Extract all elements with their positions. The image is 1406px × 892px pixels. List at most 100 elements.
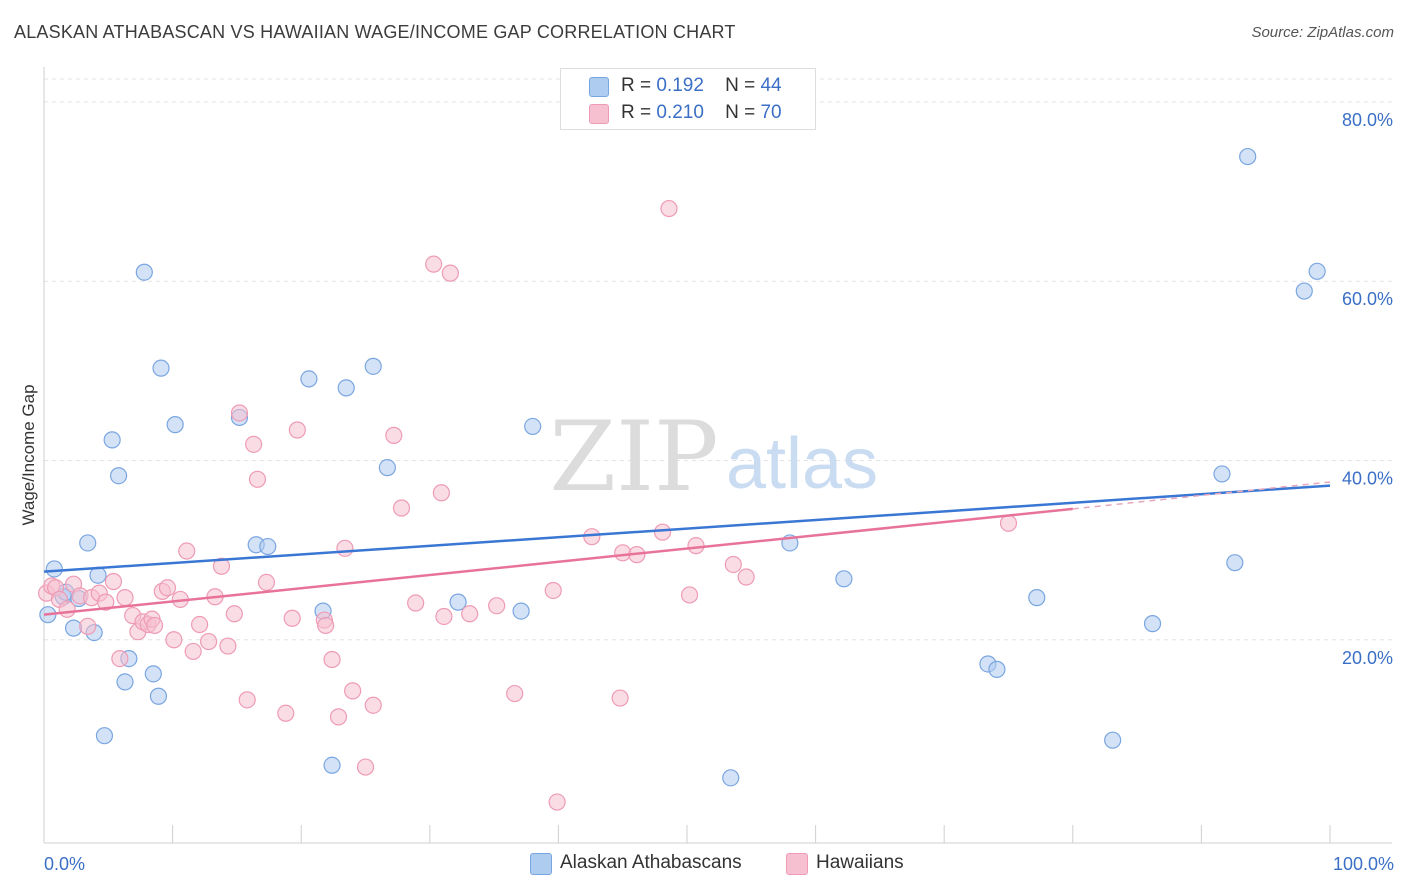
r-value: 0.192 (656, 75, 704, 96)
hawaiian-trendline (43, 507, 1073, 616)
hawaiian-point (653, 523, 672, 541)
athabascan-point (988, 660, 1006, 678)
hawaiian-point (999, 514, 1018, 532)
y-tick-label: 80.0% (1342, 110, 1393, 130)
hawaiian-point (219, 637, 237, 655)
hawaiian-point (288, 421, 306, 439)
x-tick-label-min: 0.0% (44, 854, 85, 874)
athabascan-point (1104, 731, 1122, 749)
athabascan-point (116, 673, 134, 691)
source-label: Source: ZipAtlas.com (1251, 24, 1394, 41)
hawaiian-point (356, 758, 375, 776)
hawaiian-point (145, 616, 164, 635)
y-axis-label: Wage/Income Gap (19, 384, 38, 525)
hawaiian-point (165, 631, 183, 649)
r-value: 0.210 (656, 102, 704, 123)
hawaiian-point (317, 616, 335, 635)
hawaiian-point (724, 555, 742, 574)
bottom-legend-label: Alaskan Athabascans (560, 852, 742, 873)
stats-legend: R = 0.192 N = 44 R = 0.210 N = 70 (560, 68, 816, 130)
athabascan-point (1226, 554, 1244, 572)
athabascan-point (1143, 615, 1162, 633)
hawaiian-trendline-extension (1072, 481, 1331, 510)
hawaiian-point (329, 708, 348, 726)
athabascan-point (1308, 262, 1326, 280)
watermark-atlas: atlas (726, 424, 878, 504)
hawaiian-point (158, 579, 177, 597)
hawaiian-point (225, 605, 243, 623)
hawaiian-point (323, 650, 341, 669)
athabascan-point (152, 359, 170, 377)
grid-layer (44, 78, 1392, 641)
hawaiian-point (283, 609, 301, 627)
hawaiian-point (344, 682, 362, 700)
hawaiian-point (392, 499, 411, 517)
chart-title: ALASKAN ATHABASCAN VS HAWAIIAN WAGE/INCO… (14, 22, 736, 42)
hawaiian-point (104, 572, 123, 591)
athabascan-point (722, 769, 740, 787)
hawaiian-point (425, 255, 443, 273)
hawaiian-point (245, 435, 263, 453)
hawaiian-point (544, 581, 562, 600)
r-label: R = (621, 75, 652, 96)
athabascan-point (300, 370, 318, 388)
athabascan-point (149, 687, 168, 705)
axis-layer: 20.0% 40.0% 60.0% 80.0% (43, 67, 1393, 844)
hawaiian-point (184, 642, 202, 661)
hawaiian-point (58, 600, 76, 618)
pink-swatch (786, 853, 808, 875)
athabascan-point (323, 756, 341, 774)
athabascan-point (166, 416, 184, 434)
hawaiian-point (737, 568, 755, 586)
bottom-legend-label: Hawaiians (816, 852, 904, 873)
hawaiian-point (461, 605, 479, 623)
n-label: N = (725, 75, 756, 96)
hawaiian-point (238, 691, 256, 709)
hawaiian-point (200, 632, 218, 651)
athabascan-point (144, 665, 162, 683)
athabascan-point (259, 537, 277, 556)
hawaiian-point (407, 594, 425, 612)
hawaiian-point (364, 696, 382, 714)
hawaiian-point (257, 573, 276, 592)
hawaiian-point (230, 404, 249, 422)
athabascan-point (135, 263, 153, 281)
hawaiian-point (178, 542, 196, 560)
athabascan-point (524, 417, 542, 436)
legend-stats-athabascans: R = 0.192 N = 44 (621, 75, 782, 97)
blue-swatch (530, 853, 552, 875)
hawaiian-point (548, 793, 566, 811)
hawaiian-point (385, 426, 403, 444)
athabascan-point (1295, 282, 1313, 300)
n-value: 70 (760, 102, 782, 123)
hawaiian-point (488, 597, 506, 615)
trend-layer (43, 481, 1331, 616)
athabascan-point (1028, 589, 1046, 607)
hawaiian-point (79, 617, 97, 635)
athabascan-trendline (43, 484, 1331, 573)
hawaiian-point (116, 589, 134, 607)
athabascan-point (45, 560, 63, 578)
hawaiian-point (212, 557, 231, 575)
watermark: ZIP atlas (549, 401, 878, 513)
watermark-zip: ZIP (549, 401, 718, 513)
athabascan-point (835, 570, 853, 588)
athabascan-point (95, 727, 114, 745)
blue-swatch (589, 77, 609, 97)
athabascan-point (337, 379, 355, 397)
points-layer (37, 147, 1326, 811)
r-label: R = (621, 102, 652, 123)
hawaiian-point (248, 470, 267, 488)
athabascan-point (109, 467, 128, 485)
athabascan-point (79, 534, 97, 552)
athabascan-point (103, 431, 121, 449)
hawaiian-point (660, 199, 678, 218)
y-tick-label: 40.0% (1342, 468, 1393, 488)
hawaiian-point (614, 544, 632, 562)
athabascan-point (378, 459, 396, 477)
legend-stats-hawaiians: R = 0.210 N = 70 (621, 102, 782, 124)
hawaiian-point (680, 586, 699, 604)
hawaiian-point (435, 607, 453, 626)
athabascan-point (364, 357, 382, 375)
